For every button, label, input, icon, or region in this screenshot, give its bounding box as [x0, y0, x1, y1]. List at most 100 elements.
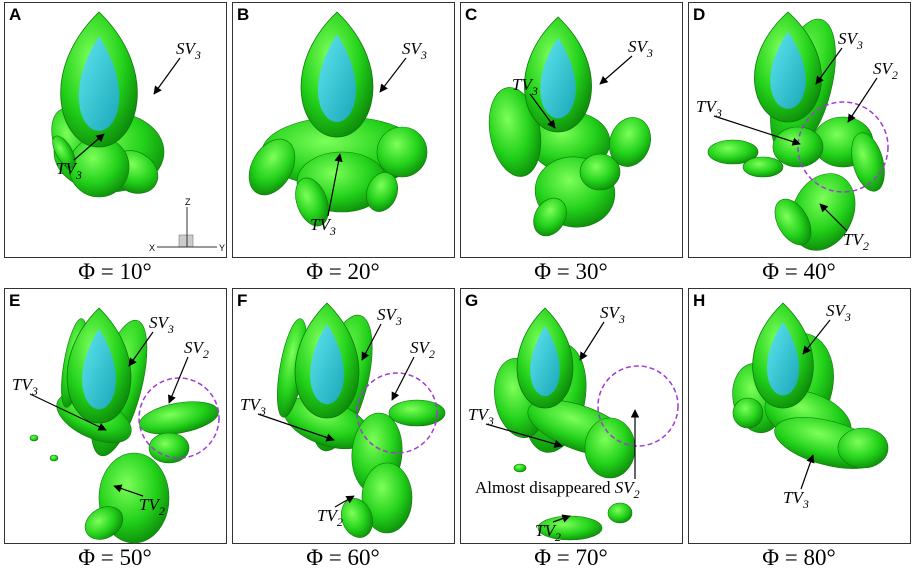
annotation-arrow: [128, 331, 154, 367]
annotation: TV3: [512, 75, 538, 98]
annotation-arrow: [379, 57, 407, 93]
annotation: TV3: [783, 488, 809, 511]
vortex-blob: [584, 417, 636, 479]
annotation-arrow: [257, 413, 335, 442]
annotation-label: SV: [600, 303, 622, 322]
panel: C SV3 TV3: [460, 2, 683, 258]
annotation-label: TV: [12, 375, 34, 394]
annotation-arrow: [800, 454, 815, 490]
annotation-label: SV: [184, 338, 206, 357]
wing: [78, 36, 120, 131]
annotation-subscript: 2: [892, 68, 898, 82]
annotation: SV3: [628, 37, 653, 60]
annotation-subscript: 3: [487, 414, 494, 428]
vortex-blob: [774, 198, 812, 246]
annotation: TV3: [310, 215, 336, 238]
axis-label: Y: [219, 243, 225, 253]
vortex-blob: [366, 172, 398, 212]
vortex-blob: [148, 432, 190, 464]
vortex-blob: [837, 427, 889, 469]
annotation-arrow: [599, 55, 633, 85]
annotation-label: TV: [512, 75, 534, 94]
annotation: SV3: [149, 313, 174, 336]
annotation-label: TV: [139, 495, 161, 514]
annotation-arrow: [552, 514, 571, 523]
annotation-arrow: [29, 393, 107, 431]
axis-cube: [178, 234, 194, 248]
vortex-blob: [52, 135, 76, 169]
annotation-subscript: 3: [194, 48, 201, 62]
annotation: TV2: [317, 506, 343, 529]
annotation: SV3: [826, 301, 851, 324]
annotation: SV2: [184, 338, 209, 361]
annotation-subscript: 2: [429, 347, 435, 361]
annotation-arrow: [113, 484, 144, 497]
annotation-label: SV: [377, 305, 399, 324]
annotation-arrow: [579, 321, 605, 361]
annotation-subscript: 3: [395, 314, 402, 328]
wing: [540, 37, 576, 119]
annotation-arrow: [529, 93, 556, 129]
annotation-label: SV: [402, 39, 424, 58]
annotation-arrow: [802, 319, 831, 355]
panel-caption: Φ = 60°: [306, 545, 379, 570]
annotation-label: SV: [149, 313, 171, 332]
panel-caption: Φ = 80°: [762, 545, 835, 570]
vortex-blob: [707, 139, 759, 165]
vortex-blob: [609, 117, 651, 167]
annotation-arrow: [815, 47, 843, 85]
annotation-label: TV: [696, 97, 718, 116]
vortex-blob: [361, 462, 413, 534]
vortex-blob: [488, 87, 542, 177]
vortex-blob: [29, 434, 39, 442]
annotation-label: SV: [628, 37, 650, 56]
annotation: Almost disappeared SV2: [475, 478, 640, 501]
annotation-arrow: [73, 133, 105, 161]
annotation: SV2: [873, 59, 898, 82]
annotation-subscript: 3: [844, 310, 851, 324]
vortex-blob: [513, 463, 527, 473]
annotation-label: TV: [240, 395, 262, 414]
annotation-label: TV: [56, 159, 78, 178]
annotation-subscript: 2: [634, 487, 640, 501]
panel-caption: Φ = 40°: [762, 259, 835, 284]
vortex-blob: [49, 454, 59, 462]
annotation-label: TV: [468, 405, 490, 424]
vortex-blob: [84, 506, 124, 540]
annotation-label: TV: [783, 488, 805, 507]
annotation-label: SV: [838, 29, 860, 48]
vortex-blob: [376, 126, 428, 178]
annotation-label: TV: [843, 230, 865, 249]
annotation-subscript: 3: [420, 48, 427, 62]
annotation: TV2: [139, 495, 165, 518]
annotation-arrow: [485, 423, 563, 448]
vortex-blob: [742, 156, 784, 178]
vortex-blob: [533, 197, 567, 237]
annotation: TV3: [12, 375, 38, 398]
annotation-subscript: 3: [715, 106, 722, 120]
wing: [310, 323, 344, 405]
panel-letter: A: [9, 5, 21, 24]
annotation-label: TV: [535, 521, 557, 540]
wing: [770, 31, 806, 109]
wing: [82, 328, 116, 410]
vortex-blob: [772, 126, 824, 168]
panel-letter: C: [465, 5, 477, 24]
panel-letter: G: [465, 291, 478, 310]
annotation-arrow: [327, 153, 343, 217]
annotation: SV3: [176, 39, 201, 62]
panel-caption: Φ = 20°: [306, 259, 379, 284]
annotation-arrow: [334, 495, 355, 508]
annotation-label: SV: [176, 39, 198, 58]
panel-letter: B: [237, 5, 249, 24]
vortex-blob: [248, 138, 296, 196]
axis-label: X: [149, 243, 155, 253]
panel-letter: F: [237, 291, 247, 310]
